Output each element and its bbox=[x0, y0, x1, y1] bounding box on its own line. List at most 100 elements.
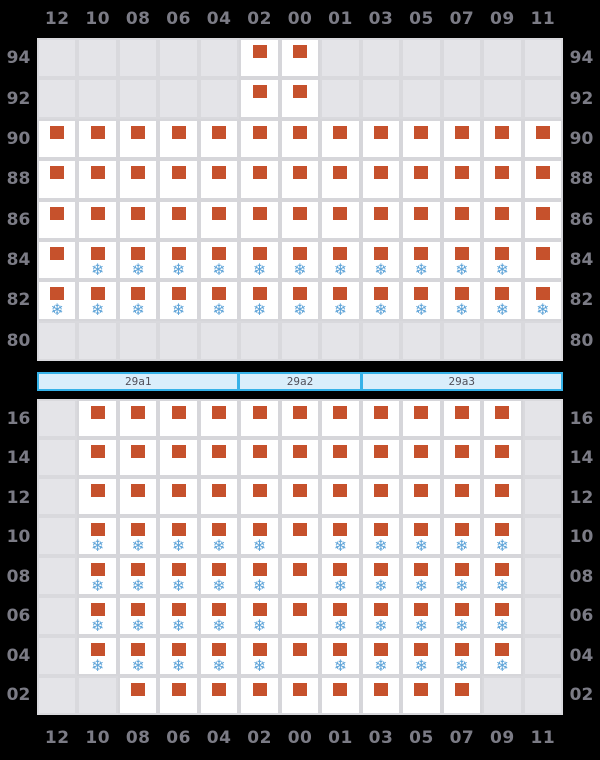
bay-cell-04-04[interactable]: ❄ bbox=[198, 636, 240, 676]
bay-cell-84-09[interactable]: ❄ bbox=[482, 239, 523, 281]
bay-cell-10-02[interactable]: ❄ bbox=[239, 516, 280, 556]
bay-cell-16-10[interactable] bbox=[77, 399, 118, 438]
bay-cell-88-12[interactable] bbox=[37, 159, 78, 200]
bay-cell-06-06[interactable]: ❄ bbox=[158, 596, 199, 636]
bay-cell-02-06[interactable] bbox=[158, 676, 199, 715]
bay-cell-06-00[interactable] bbox=[279, 596, 321, 636]
bay-cell-14-05[interactable] bbox=[401, 438, 442, 477]
bay-cell-06-07[interactable]: ❄ bbox=[441, 596, 483, 636]
bay-cell-86-09[interactable] bbox=[482, 199, 523, 240]
bay-cell-10-03[interactable]: ❄ bbox=[360, 516, 402, 556]
bay-cell-04-03[interactable]: ❄ bbox=[360, 636, 402, 676]
bay-cell-08-09[interactable]: ❄ bbox=[482, 556, 523, 596]
bay-cell-90-08[interactable] bbox=[117, 118, 159, 160]
bay-cell-02-07[interactable] bbox=[441, 676, 483, 715]
bay-cell-86-03[interactable] bbox=[360, 199, 402, 240]
bay-cell-86-02[interactable] bbox=[239, 199, 280, 240]
bay-cell-84-11[interactable] bbox=[522, 239, 563, 281]
bay-cell-08-10[interactable]: ❄ bbox=[77, 556, 118, 596]
bay-cell-02-05[interactable] bbox=[401, 676, 442, 715]
bay-cell-02-02[interactable] bbox=[239, 676, 280, 715]
bay-cell-94-00[interactable] bbox=[279, 38, 321, 79]
bay-cell-08-00[interactable] bbox=[279, 556, 321, 596]
bay-cell-06-03[interactable]: ❄ bbox=[360, 596, 402, 636]
bay-cell-14-08[interactable] bbox=[117, 438, 159, 477]
bay-cell-82-03[interactable]: ❄ bbox=[360, 280, 402, 321]
bay-cell-94-02[interactable] bbox=[239, 38, 280, 79]
bay-cell-84-01[interactable]: ❄ bbox=[320, 239, 361, 281]
bay-cell-88-08[interactable] bbox=[117, 159, 159, 200]
bay-cell-08-05[interactable]: ❄ bbox=[401, 556, 442, 596]
bay-cell-82-12[interactable]: ❄ bbox=[37, 280, 78, 321]
bay-cell-16-06[interactable] bbox=[158, 399, 199, 438]
hatch-segment-29a1[interactable]: 29a1 bbox=[39, 374, 237, 389]
bay-cell-12-02[interactable] bbox=[239, 477, 280, 516]
bay-cell-84-00[interactable]: ❄ bbox=[279, 239, 321, 281]
bay-cell-08-06[interactable]: ❄ bbox=[158, 556, 199, 596]
bay-cell-06-05[interactable]: ❄ bbox=[401, 596, 442, 636]
bay-cell-08-02[interactable]: ❄ bbox=[239, 556, 280, 596]
bay-cell-88-04[interactable] bbox=[198, 159, 240, 200]
bay-cell-06-09[interactable]: ❄ bbox=[482, 596, 523, 636]
bay-cell-90-07[interactable] bbox=[441, 118, 483, 160]
bay-cell-08-04[interactable]: ❄ bbox=[198, 556, 240, 596]
hatch-segment-29a3[interactable]: 29a3 bbox=[359, 374, 561, 389]
bay-cell-02-04[interactable] bbox=[198, 676, 240, 715]
bay-cell-90-11[interactable] bbox=[522, 118, 563, 160]
bay-cell-02-03[interactable] bbox=[360, 676, 402, 715]
bay-cell-12-03[interactable] bbox=[360, 477, 402, 516]
bay-cell-10-06[interactable]: ❄ bbox=[158, 516, 199, 556]
bay-cell-12-01[interactable] bbox=[320, 477, 361, 516]
bay-cell-10-09[interactable]: ❄ bbox=[482, 516, 523, 556]
bay-cell-86-06[interactable] bbox=[158, 199, 199, 240]
bay-cell-88-01[interactable] bbox=[320, 159, 361, 200]
bay-cell-16-07[interactable] bbox=[441, 399, 483, 438]
bay-cell-04-00[interactable] bbox=[279, 636, 321, 676]
bay-cell-14-06[interactable] bbox=[158, 438, 199, 477]
bay-cell-84-10[interactable]: ❄ bbox=[77, 239, 118, 281]
bay-cell-86-10[interactable] bbox=[77, 199, 118, 240]
bay-cell-82-11[interactable]: ❄ bbox=[522, 280, 563, 321]
bay-cell-02-00[interactable] bbox=[279, 676, 321, 715]
bay-cell-84-07[interactable]: ❄ bbox=[441, 239, 483, 281]
bay-cell-86-12[interactable] bbox=[37, 199, 78, 240]
bay-cell-04-01[interactable]: ❄ bbox=[320, 636, 361, 676]
bay-cell-12-00[interactable] bbox=[279, 477, 321, 516]
bay-cell-92-00[interactable] bbox=[279, 78, 321, 119]
bay-cell-90-09[interactable] bbox=[482, 118, 523, 160]
bay-cell-08-01[interactable]: ❄ bbox=[320, 556, 361, 596]
bay-cell-16-05[interactable] bbox=[401, 399, 442, 438]
bay-cell-16-00[interactable] bbox=[279, 399, 321, 438]
bay-cell-12-10[interactable] bbox=[77, 477, 118, 516]
bay-cell-14-04[interactable] bbox=[198, 438, 240, 477]
bay-cell-90-06[interactable] bbox=[158, 118, 199, 160]
bay-cell-04-02[interactable]: ❄ bbox=[239, 636, 280, 676]
bay-cell-14-00[interactable] bbox=[279, 438, 321, 477]
bay-cell-86-04[interactable] bbox=[198, 199, 240, 240]
bay-cell-88-03[interactable] bbox=[360, 159, 402, 200]
bay-cell-88-00[interactable] bbox=[279, 159, 321, 200]
bay-cell-06-08[interactable]: ❄ bbox=[117, 596, 159, 636]
bay-cell-12-07[interactable] bbox=[441, 477, 483, 516]
bay-cell-04-06[interactable]: ❄ bbox=[158, 636, 199, 676]
bay-cell-90-00[interactable] bbox=[279, 118, 321, 160]
bay-cell-12-06[interactable] bbox=[158, 477, 199, 516]
bay-cell-88-02[interactable] bbox=[239, 159, 280, 200]
bay-cell-84-04[interactable]: ❄ bbox=[198, 239, 240, 281]
bay-cell-08-03[interactable]: ❄ bbox=[360, 556, 402, 596]
bay-cell-04-07[interactable]: ❄ bbox=[441, 636, 483, 676]
bay-cell-10-07[interactable]: ❄ bbox=[441, 516, 483, 556]
bay-cell-82-10[interactable]: ❄ bbox=[77, 280, 118, 321]
bay-cell-82-07[interactable]: ❄ bbox=[441, 280, 483, 321]
bay-cell-82-00[interactable]: ❄ bbox=[279, 280, 321, 321]
bay-cell-86-05[interactable] bbox=[401, 199, 442, 240]
bay-cell-86-00[interactable] bbox=[279, 199, 321, 240]
bay-cell-92-02[interactable] bbox=[239, 78, 280, 119]
bay-cell-16-08[interactable] bbox=[117, 399, 159, 438]
bay-cell-16-03[interactable] bbox=[360, 399, 402, 438]
bay-cell-90-01[interactable] bbox=[320, 118, 361, 160]
bay-cell-88-09[interactable] bbox=[482, 159, 523, 200]
bay-cell-14-02[interactable] bbox=[239, 438, 280, 477]
bay-cell-10-04[interactable]: ❄ bbox=[198, 516, 240, 556]
bay-cell-08-08[interactable]: ❄ bbox=[117, 556, 159, 596]
